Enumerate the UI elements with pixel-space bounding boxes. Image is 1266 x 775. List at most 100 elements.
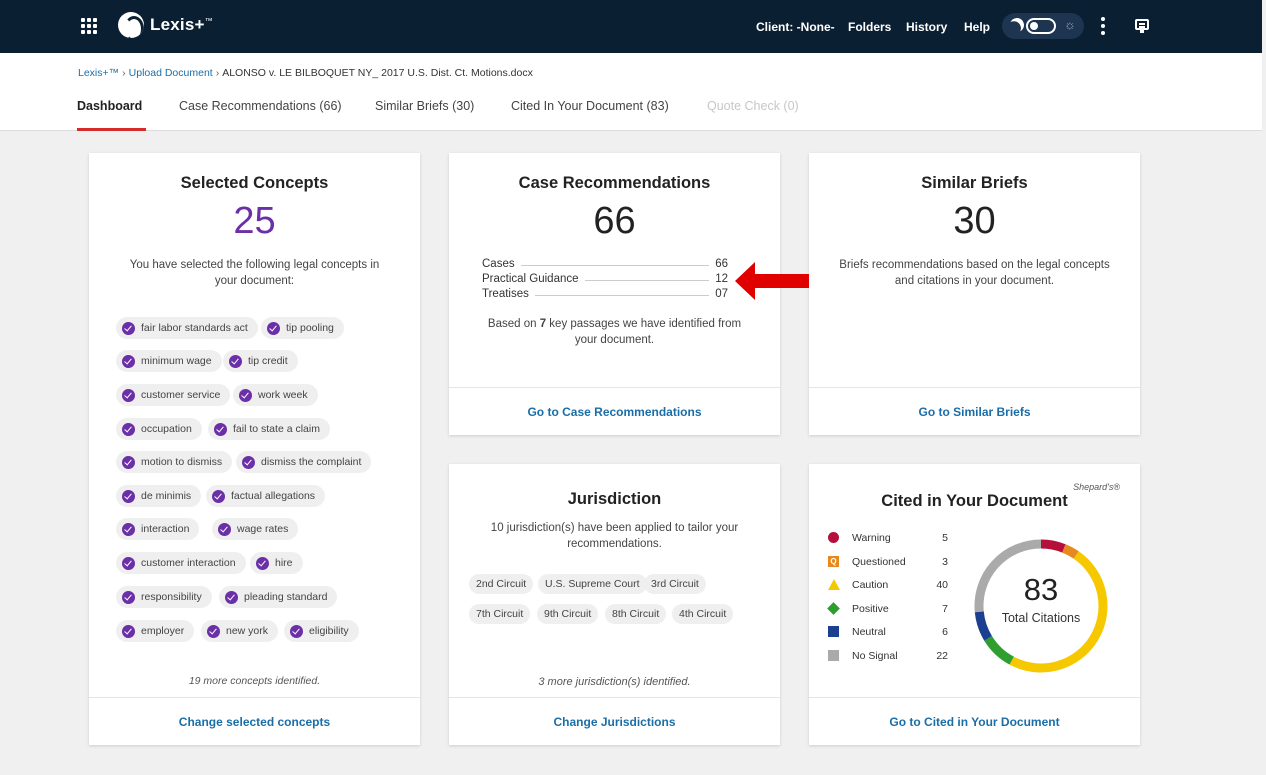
concept-chip[interactable]: responsibility [116, 586, 212, 608]
concept-label: factual allegations [231, 490, 316, 502]
concept-label: de minimis [141, 490, 192, 502]
similar-briefs-count: 30 [953, 200, 996, 242]
similar-briefs-card: Similar Briefs 30 Briefs recommendations… [809, 153, 1140, 435]
brand-name: Lexis+ [150, 15, 205, 34]
case-recommendations-title: Case Recommendations [518, 174, 711, 192]
check-circle-icon [122, 556, 135, 570]
concept-chip[interactable]: de minimis [116, 485, 202, 507]
theme-switch[interactable] [1026, 18, 1056, 34]
concept-chip[interactable]: factual allegations [206, 485, 326, 507]
change-jurisdictions-link[interactable]: Change Jurisdictions [553, 714, 676, 729]
moon-icon [1008, 16, 1026, 34]
concept-chip[interactable]: tip pooling [261, 317, 344, 339]
lexis-logo-icon [118, 12, 144, 38]
key-passages-note: Based on 7 key passages we have identifi… [479, 316, 750, 348]
note-text: Based on [487, 318, 540, 330]
concept-chip[interactable]: new york [201, 620, 279, 642]
client-selector[interactable]: Client: -None- [756, 19, 835, 34]
concept-chip[interactable]: dismiss the complaint [236, 451, 372, 473]
concept-label: eligibility [309, 625, 349, 637]
legend-label: Warning [852, 532, 891, 544]
breadcrumb-home[interactable]: Lexis+™ [78, 67, 120, 79]
legend-row-warning: Warning 5 [826, 531, 948, 545]
history-link[interactable]: History [906, 19, 948, 34]
more-concepts-note: 19 more concepts identified. [188, 675, 321, 687]
concept-chip[interactable]: customer interaction [116, 552, 246, 574]
jurisdiction-description: 10 jurisdiction(s) have been applied to … [490, 522, 739, 550]
donut-segment-neutral [974, 611, 993, 641]
more-jurisdictions-note: 3 more jurisdiction(s) identified. [538, 676, 691, 688]
go-to-similar-briefs-link[interactable]: Go to Similar Briefs [918, 404, 1031, 419]
caution-triangle-icon [828, 579, 840, 590]
theme-toggle[interactable]: ☼ [1002, 13, 1084, 39]
donut-segment-caution [1009, 551, 1108, 673]
row-value: 07 [709, 288, 728, 300]
check-circle-icon [212, 489, 225, 503]
go-to-cited-in-your-document-link[interactable]: Go to Cited in Your Document [889, 714, 1060, 729]
similar-briefs-description: Briefs recommendations based on the lega… [839, 259, 1110, 287]
total-citations-label: Total Citations [1001, 611, 1081, 625]
help-link[interactable]: Help [964, 19, 991, 34]
concept-label: motion to dismiss [141, 456, 223, 468]
legend-label: Questioned [852, 556, 906, 568]
folders-link[interactable]: Folders [848, 19, 892, 34]
concept-chip[interactable]: fair labor standards act [116, 317, 258, 339]
check-circle-icon [122, 489, 135, 503]
tab-dashboard[interactable]: Dashboard [77, 99, 143, 113]
cited-in-document-card: Shepard's® Cited in Your Document Warnin… [809, 464, 1140, 745]
more-vertical-icon[interactable] [1101, 17, 1105, 35]
feedback-icon[interactable] [1135, 19, 1149, 33]
concept-chip[interactable]: occupation [116, 418, 202, 440]
sun-icon: ☼ [1064, 17, 1076, 32]
go-to-case-recommendations-link[interactable]: Go to Case Recommendations [527, 404, 702, 419]
concept-chip[interactable]: interaction [116, 518, 200, 540]
concept-chip[interactable]: fail to state a claim [208, 418, 330, 440]
concept-chip[interactable]: eligibility [284, 620, 359, 642]
legend-row-caution: Caution 40 [826, 578, 948, 592]
legend-count: 6 [942, 626, 948, 638]
check-circle-icon [229, 354, 242, 368]
concept-label: dismiss the complaint [261, 456, 362, 468]
concept-label: employer [141, 625, 185, 637]
positive-diamond-icon [827, 602, 840, 615]
concept-chip[interactable]: hire [250, 552, 303, 574]
legend-count: 40 [936, 579, 948, 591]
concept-chip[interactable]: pleading standard [219, 586, 338, 608]
concept-chip[interactable]: work week [233, 384, 318, 406]
concept-chip[interactable]: motion to dismiss [116, 451, 233, 473]
jurisdiction-chip: 3rd Circuit [644, 574, 706, 594]
jurisdiction-chip: 9th Circuit [537, 604, 599, 624]
apps-grid-icon[interactable] [81, 18, 97, 34]
jurisdiction-chip: 2nd Circuit [469, 574, 534, 594]
warning-circle-icon [828, 532, 839, 543]
recommendation-row-treatises: Treatises 07 [482, 288, 728, 302]
jurisdiction-card: Jurisdiction 10 jurisdiction(s) have bee… [449, 464, 780, 745]
tab-quote-check: Quote Check (0) [707, 99, 799, 113]
top-navigation-bar: Lexis+™ Client: -None- Folders History H… [0, 0, 1262, 53]
change-selected-concepts-link[interactable]: Change selected concepts [178, 714, 331, 729]
breadcrumb-upload-document[interactable]: Upload Document [128, 67, 213, 79]
selected-concepts-description: You have selected the following legal co… [129, 259, 380, 287]
concept-chip[interactable]: minimum wage [116, 350, 222, 372]
concept-label: new york [226, 625, 269, 637]
lexis-logo[interactable]: Lexis+™ [118, 12, 213, 38]
check-circle-icon [267, 321, 280, 335]
tab-cited-in-your-document[interactable]: Cited In Your Document (83) [511, 99, 669, 113]
concept-chip[interactable]: tip credit [223, 350, 298, 372]
concept-label: fair labor standards act [141, 322, 248, 334]
check-circle-icon [122, 455, 135, 469]
donut-segment-positive [984, 635, 1014, 665]
concept-chip[interactable]: customer service [116, 384, 231, 406]
concept-chip[interactable]: employer [116, 620, 195, 642]
recommendation-row-cases: Cases 66 [482, 258, 728, 272]
donut-segment-warning [1040, 539, 1066, 553]
breadcrumb-chevron-icon: › [215, 67, 220, 79]
concept-chip[interactable]: wage rates [212, 518, 299, 540]
row-label: Cases [482, 258, 521, 270]
row-value: 66 [709, 258, 728, 270]
tab-case-recommendations[interactable]: Case Recommendations (66) [179, 99, 342, 113]
tab-similar-briefs[interactable]: Similar Briefs (30) [375, 99, 475, 113]
donut-segments [974, 539, 1108, 673]
concept-label: interaction [141, 523, 190, 535]
check-circle-icon [122, 321, 135, 335]
